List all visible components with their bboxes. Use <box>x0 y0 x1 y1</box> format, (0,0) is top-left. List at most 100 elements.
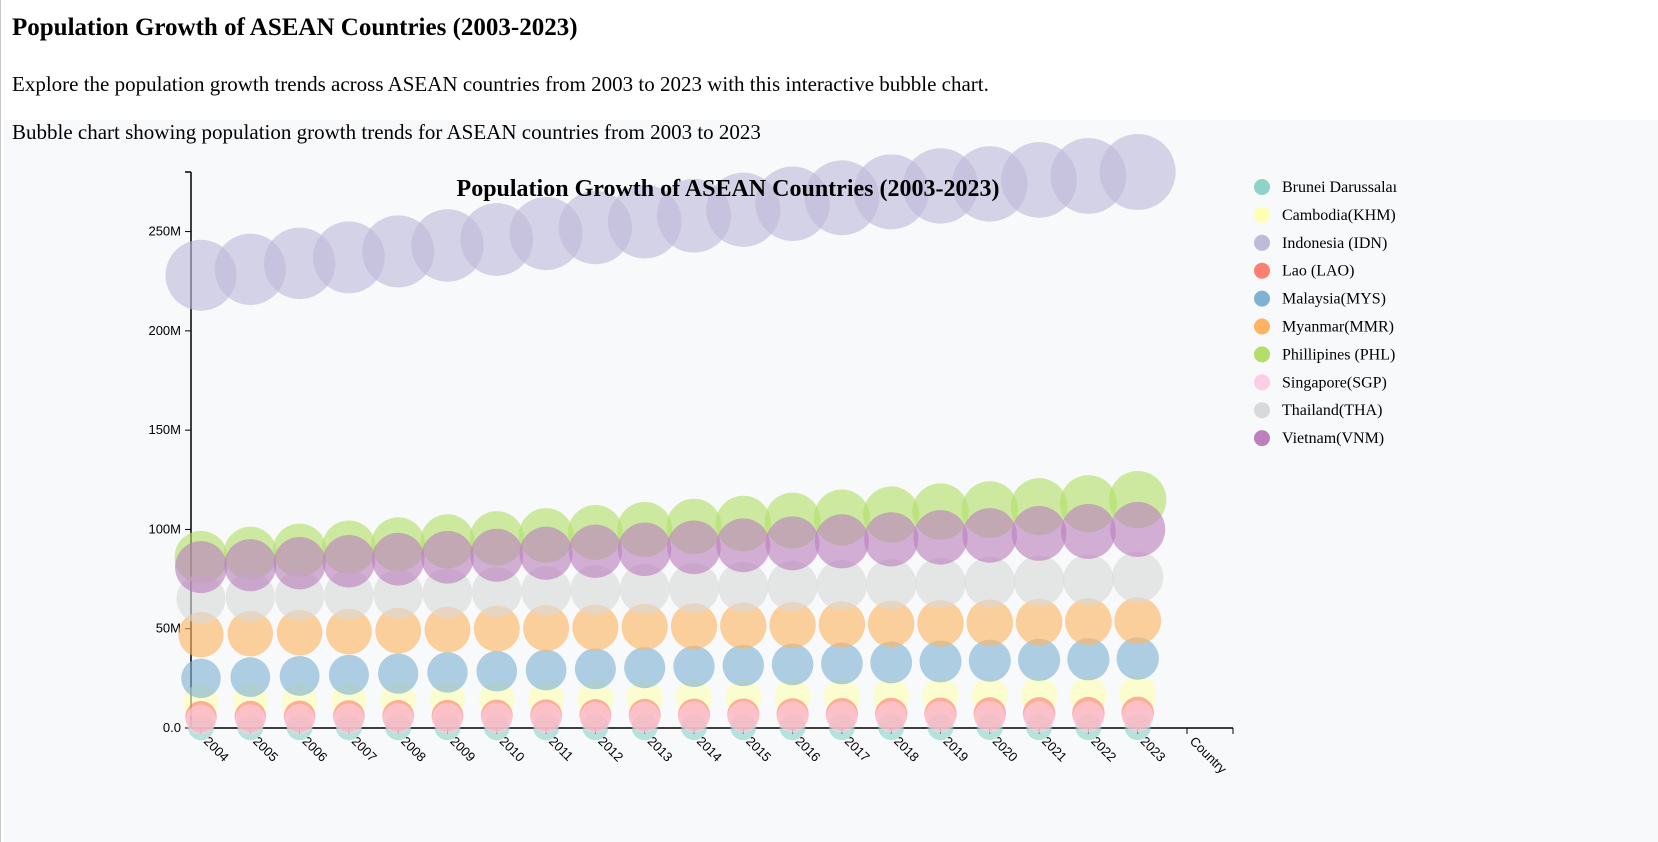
bubble[interactable] <box>917 600 964 647</box>
bubble[interactable] <box>870 641 913 684</box>
bubble[interactable] <box>865 558 917 610</box>
bubble[interactable] <box>966 599 1014 647</box>
bubble[interactable] <box>230 657 271 698</box>
bubble[interactable] <box>333 703 365 735</box>
bubble[interactable] <box>530 702 562 734</box>
bubble[interactable] <box>875 701 907 733</box>
legend-item[interactable]: Brunei Darussalaı <box>1254 179 1398 196</box>
bubble[interactable] <box>1023 701 1055 733</box>
bubble[interactable] <box>1060 503 1116 559</box>
bubble[interactable] <box>974 700 1006 733</box>
bubble[interactable] <box>1099 134 1176 210</box>
bubble[interactable] <box>574 648 616 690</box>
bubble[interactable] <box>181 658 221 699</box>
bubble[interactable] <box>964 556 1016 608</box>
bubble[interactable] <box>1114 597 1162 645</box>
bubble[interactable] <box>1011 506 1067 561</box>
bubble[interactable] <box>568 524 623 578</box>
bubble[interactable] <box>378 653 419 694</box>
bubble[interactable] <box>771 643 814 686</box>
bubble[interactable] <box>235 704 266 735</box>
bubble[interactable] <box>476 650 518 692</box>
bubble[interactable] <box>913 510 968 565</box>
bubble[interactable] <box>328 654 369 695</box>
bubble[interactable] <box>915 557 966 609</box>
legend-item[interactable]: Singapore(SGP) <box>1254 374 1387 391</box>
legend-item[interactable]: Thailand(THA) <box>1254 402 1382 419</box>
bubble[interactable] <box>673 645 715 688</box>
bubble[interactable] <box>727 701 759 733</box>
legend-item[interactable]: Cambodia(KHM) <box>1254 206 1396 224</box>
bubble[interactable] <box>1072 701 1105 733</box>
bubble[interactable] <box>523 605 570 652</box>
bubble[interactable] <box>617 522 672 577</box>
bubble[interactable] <box>421 530 474 584</box>
bubble[interactable] <box>826 701 858 733</box>
bubble[interactable] <box>178 612 224 658</box>
bubble[interactable] <box>924 700 957 733</box>
bubble[interactable] <box>427 652 468 693</box>
bubble[interactable] <box>767 560 818 612</box>
legend-item[interactable]: Malaysia(MYS) <box>1254 290 1386 308</box>
bubble[interactable] <box>818 601 866 648</box>
bubble[interactable] <box>722 644 765 687</box>
bubble[interactable] <box>1018 638 1061 681</box>
bubble[interactable] <box>326 608 372 655</box>
bubble[interactable] <box>776 701 809 733</box>
bubble[interactable] <box>919 640 962 683</box>
bubble[interactable] <box>375 607 422 654</box>
bubble[interactable] <box>814 514 869 569</box>
bubble[interactable] <box>867 600 915 648</box>
bubble[interactable] <box>470 528 524 582</box>
bubble[interactable] <box>382 703 414 734</box>
bubble[interactable] <box>227 610 274 657</box>
bubble[interactable] <box>570 565 621 615</box>
bubble[interactable] <box>629 701 661 733</box>
bubble[interactable] <box>1112 551 1164 603</box>
bubble[interactable] <box>769 601 816 649</box>
legend-item[interactable]: Lao (LAO) <box>1254 262 1354 280</box>
legend-item[interactable]: Myanmar(MMR) <box>1254 318 1394 336</box>
bubble[interactable] <box>1065 598 1112 645</box>
bubble[interactable] <box>519 526 573 580</box>
bubble[interactable] <box>371 532 425 586</box>
bubble[interactable] <box>962 508 1018 563</box>
bubble[interactable] <box>624 647 666 689</box>
legend-item[interactable]: Indonesia (IDN) <box>1254 234 1387 252</box>
bubble[interactable] <box>284 704 315 735</box>
bubble[interactable] <box>1013 555 1065 607</box>
bubble[interactable] <box>864 512 919 567</box>
bubble[interactable] <box>422 568 473 618</box>
bubble[interactable] <box>816 559 868 611</box>
bubble[interactable] <box>521 566 572 616</box>
bubble[interactable] <box>579 701 611 734</box>
bubble[interactable] <box>572 604 619 651</box>
bubble[interactable] <box>424 606 471 653</box>
bubble[interactable] <box>670 603 718 650</box>
bubble[interactable] <box>481 702 513 734</box>
bubble[interactable] <box>322 534 376 588</box>
bubble[interactable] <box>678 701 710 733</box>
bubble[interactable] <box>175 541 227 594</box>
bubble[interactable] <box>821 642 863 685</box>
bubble[interactable] <box>667 520 721 575</box>
bubble[interactable] <box>668 562 720 614</box>
bubble[interactable] <box>1015 598 1063 646</box>
bubble[interactable] <box>279 656 320 696</box>
bubble[interactable] <box>473 605 520 652</box>
bubble[interactable] <box>432 702 463 734</box>
bubble[interactable] <box>185 704 217 735</box>
legend-item[interactable]: Phillipines (PHL) <box>1254 346 1395 363</box>
bubble[interactable] <box>720 602 767 649</box>
bubble[interactable] <box>1110 501 1166 557</box>
bubble[interactable] <box>1121 700 1154 733</box>
bubble[interactable] <box>273 537 326 590</box>
bubble[interactable] <box>716 518 771 573</box>
bubble[interactable] <box>224 539 277 592</box>
bubble[interactable] <box>765 516 820 571</box>
bubble[interactable] <box>619 564 670 614</box>
bubble[interactable] <box>621 603 668 651</box>
bubble[interactable] <box>718 561 769 613</box>
bubble[interactable] <box>471 567 522 617</box>
bubble[interactable] <box>525 649 567 691</box>
